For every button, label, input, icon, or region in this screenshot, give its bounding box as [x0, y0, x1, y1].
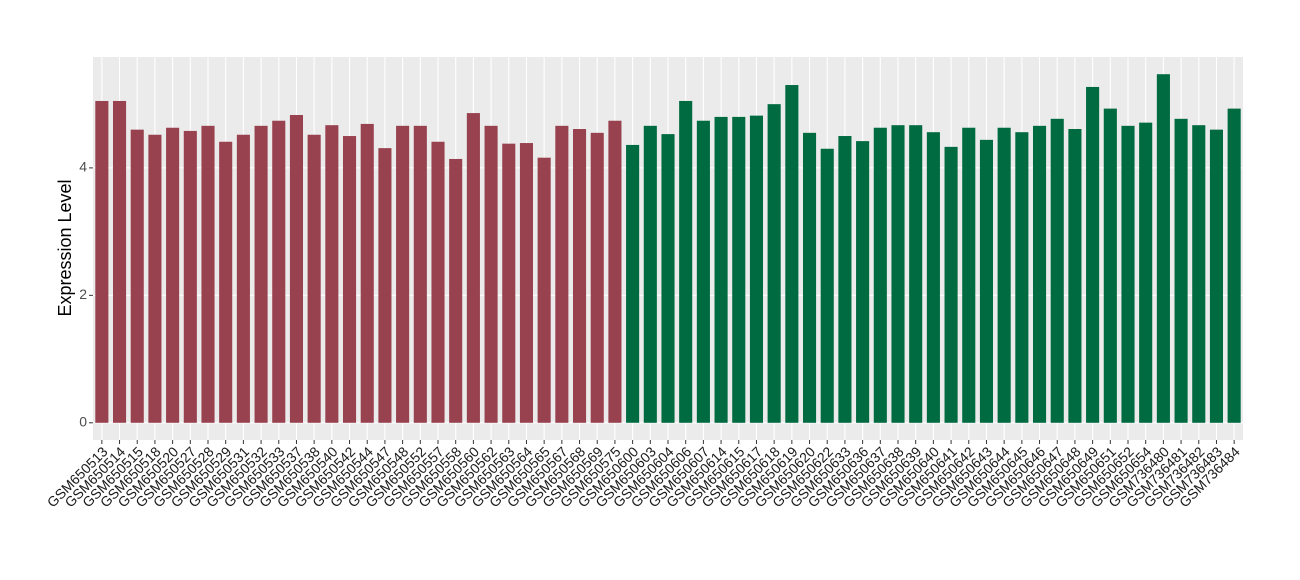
bar: [413, 125, 427, 423]
bar: [1156, 74, 1170, 423]
bar: [1121, 125, 1135, 423]
bar: [891, 125, 905, 423]
bar: [431, 141, 445, 423]
y-tick-label: 2: [79, 286, 87, 302]
bar: [378, 148, 392, 423]
bar: [219, 141, 233, 423]
bar: [1015, 132, 1029, 423]
bar: [1209, 129, 1224, 423]
bar: [873, 127, 887, 423]
bar: [236, 134, 250, 423]
bar: [979, 139, 994, 423]
y-tick-label: 0: [79, 413, 87, 429]
bar: [130, 129, 144, 423]
bar: [396, 125, 410, 423]
bar: [484, 125, 498, 423]
bar: [1068, 129, 1082, 423]
bar: [183, 130, 197, 423]
bar: [679, 100, 693, 423]
bar: [1103, 108, 1117, 423]
bar: [732, 116, 746, 423]
bar: [944, 146, 958, 423]
bar: [926, 132, 940, 423]
y-tick-label: 4: [79, 159, 87, 175]
bar: [272, 120, 286, 423]
bar: [254, 125, 268, 423]
bar: [820, 148, 834, 423]
bar: [325, 125, 339, 423]
bar: [838, 136, 852, 423]
bar: [608, 120, 622, 423]
bar: [1227, 108, 1241, 423]
bar: [112, 100, 127, 423]
bar: [997, 127, 1011, 423]
bar: [166, 127, 180, 423]
bar: [289, 114, 304, 423]
bar: [466, 113, 480, 423]
bar: [767, 104, 781, 423]
bar: [1139, 122, 1153, 423]
bar: [856, 141, 870, 423]
bar: [502, 143, 516, 423]
bar: [1032, 125, 1047, 423]
bar: [962, 127, 976, 423]
bar: [749, 115, 764, 423]
bar: [201, 125, 215, 423]
bar: [1050, 118, 1064, 423]
bar: [95, 100, 109, 423]
bar: [555, 125, 569, 423]
bar: [449, 158, 463, 423]
bar: [307, 134, 321, 423]
bar: [785, 85, 799, 423]
bar: [626, 144, 640, 423]
bar: [802, 132, 817, 423]
bar: [909, 125, 923, 423]
bar: [1174, 118, 1188, 423]
bar: [590, 132, 604, 423]
bar: [537, 157, 551, 423]
bar: [661, 134, 675, 423]
bar: [519, 143, 534, 423]
bar: [572, 129, 587, 423]
bar: [714, 116, 728, 423]
bar: [1192, 125, 1206, 423]
bar: [643, 125, 657, 423]
bar: [696, 120, 710, 423]
y-axis-title: Expression Level: [55, 179, 75, 316]
bar: [342, 136, 357, 423]
bar: [148, 134, 162, 423]
bar: [1086, 86, 1100, 423]
bar: [360, 123, 374, 423]
